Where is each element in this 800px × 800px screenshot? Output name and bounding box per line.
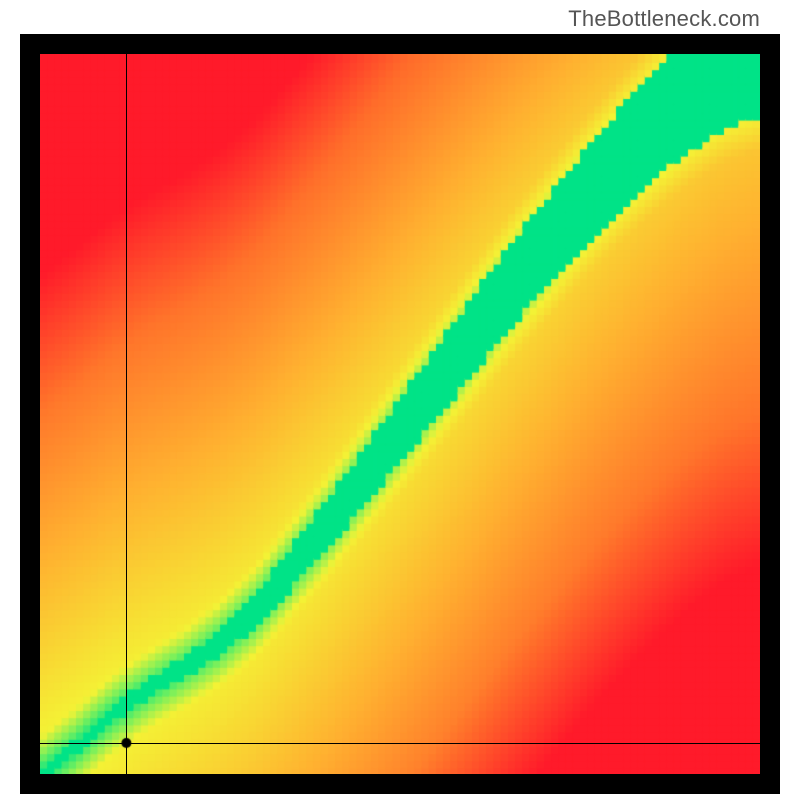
attribution-text: TheBottleneck.com bbox=[568, 6, 760, 32]
chart-container: TheBottleneck.com bbox=[0, 0, 800, 800]
plot-inner bbox=[40, 54, 760, 774]
crosshair-marker bbox=[40, 54, 760, 774]
